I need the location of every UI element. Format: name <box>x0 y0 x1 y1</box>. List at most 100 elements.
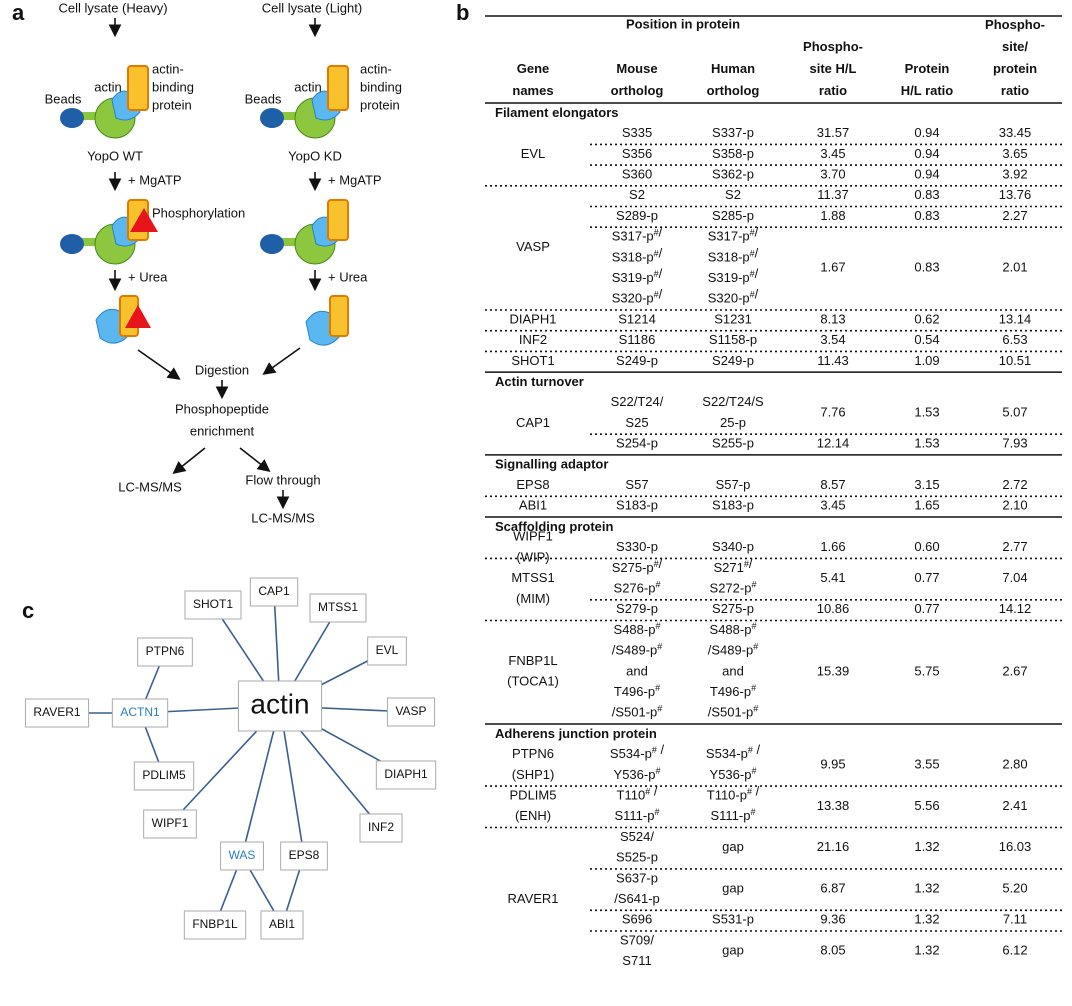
ratio-cell: 11.43 <box>817 353 849 368</box>
ratio-cell: 7.11 <box>1003 912 1027 927</box>
ratio-cell: 7.04 <box>1002 571 1027 586</box>
gene-name: VASP <box>516 239 550 254</box>
ratio-cell: 10.86 <box>817 602 850 617</box>
icon-label: binding <box>152 79 194 94</box>
icon-label: actin <box>294 79 321 94</box>
ratio-cell: 0.94 <box>914 146 939 161</box>
group-title: Actin turnover <box>495 374 584 389</box>
ratio-cell: 5.56 <box>914 798 939 813</box>
node: EVL <box>376 643 399 657</box>
ratio-cell: 2.80 <box>1002 757 1027 772</box>
site-cell: S2 <box>725 188 741 203</box>
ratio-cell: 13.38 <box>817 798 850 813</box>
site-cell: S362-p <box>712 167 754 182</box>
ratio-cell: 5.07 <box>1002 405 1027 420</box>
ratio-cell: 2.41 <box>1002 798 1027 813</box>
ratio-cell: 1.67 <box>820 260 845 275</box>
site-cell: S57 <box>625 477 648 492</box>
node: PDLIM5 <box>142 768 186 782</box>
ratio-cell: 0.83 <box>914 208 939 223</box>
site-cell: S340-p <box>712 539 754 554</box>
site-cell: T110# /S111-p# <box>614 784 659 824</box>
node: PTPN6 <box>146 644 185 658</box>
ratio-cell: 6.53 <box>1002 332 1027 347</box>
site-cell: gap <box>722 881 744 896</box>
panel-a: Cell lysate (Heavy) Cell lysate (Light) … <box>45 0 402 525</box>
ratio-cell: 1.53 <box>914 405 939 420</box>
site-cell: S524/S525-p <box>616 829 658 865</box>
icon-label: actin- <box>152 61 184 76</box>
ratio-cell: 2.67 <box>1002 664 1027 679</box>
step-text: + MgATP <box>328 172 382 187</box>
step-text: Cell lysate (Heavy) <box>58 0 167 15</box>
ratio-cell: 1.53 <box>914 436 939 451</box>
gene-name: DIAPH1 <box>510 312 557 327</box>
ratio-cell: 9.36 <box>820 912 845 927</box>
column-header: Genenames <box>512 61 553 98</box>
site-cell: S317-p#/S318-p#/S319-p#/S320-p#/ <box>708 225 759 306</box>
ratio-cell: 0.94 <box>914 167 939 182</box>
node: RAVER1 <box>33 705 80 719</box>
ratio-cell: 0.77 <box>914 571 939 586</box>
column-header: Humanortholog <box>707 61 760 98</box>
ratio-cell: 1.66 <box>820 539 845 554</box>
ratio-cell: 5.75 <box>914 664 939 679</box>
gene-name: INF2 <box>519 332 547 347</box>
site-cell: S275-p#/S276-p# <box>612 556 663 596</box>
step-text: LC-MS/MS <box>118 479 182 494</box>
site-cell: S22/T24/S25 <box>611 395 664 431</box>
site-cell: S57-p <box>716 477 751 492</box>
ratio-cell: 10.51 <box>999 353 1032 368</box>
site-cell: S1214 <box>618 312 656 327</box>
node: CAP1 <box>258 584 290 598</box>
site-cell: S534-p# /Y536-p# <box>610 742 665 782</box>
site-cell: S271#/S272-p# <box>710 556 757 596</box>
arrow <box>138 350 178 378</box>
ratio-cell: 2.72 <box>1002 477 1027 492</box>
icon-label: protein <box>360 97 400 112</box>
center-node: actin <box>250 688 309 719</box>
arrow <box>175 448 205 472</box>
gene-name: CAP1 <box>516 415 550 430</box>
node: ABI1 <box>269 917 295 931</box>
group-title: Signalling adaptor <box>495 457 608 472</box>
site-cell: S360 <box>622 167 652 182</box>
ratio-cell: 13.76 <box>999 188 1032 203</box>
site-cell: S183-p <box>616 498 658 513</box>
ratio-cell: 0.54 <box>914 332 939 347</box>
icon-label: protein <box>152 97 192 112</box>
group-title: Adherens junction protein <box>495 726 657 741</box>
site-cell: S317-p#/S318-p#/S319-p#/S320-p#/ <box>612 225 663 306</box>
node: FNBP1L <box>192 917 238 931</box>
step-text: Cell lysate (Light) <box>262 0 362 15</box>
site-cell: S249-p <box>616 353 658 368</box>
icon-label: Beads <box>45 91 82 106</box>
ratio-cell: 16.03 <box>999 840 1032 855</box>
ratio-cell: 7.93 <box>1002 436 1027 451</box>
site-cell: gap <box>722 943 744 958</box>
ratio-cell: 12.14 <box>817 436 850 451</box>
node: DIAPH1 <box>384 767 428 781</box>
step-text: Digestion <box>195 362 249 377</box>
step-text: Flow through <box>245 472 320 487</box>
column-header: ProteinH/L ratio <box>901 61 954 98</box>
group-title: Filament elongators <box>495 105 619 120</box>
ratio-cell: 0.94 <box>914 125 939 140</box>
site-cell: S696 <box>622 912 652 927</box>
gene-name: EPS8 <box>516 477 549 492</box>
site-cell: S531-p <box>712 912 754 927</box>
ratio-cell: 0.83 <box>914 260 939 275</box>
site-cell: S1158-p <box>709 332 757 347</box>
step-text: enrichment <box>190 423 255 438</box>
figure: a b c Cell lysate (Heavy) Cell lysate (L… <box>0 0 1072 1006</box>
icon-label: YopO WT <box>87 148 143 163</box>
ratio-cell: 3.55 <box>914 757 939 772</box>
ratio-cell: 1.32 <box>914 912 939 927</box>
site-cell: S358-p <box>712 146 754 161</box>
